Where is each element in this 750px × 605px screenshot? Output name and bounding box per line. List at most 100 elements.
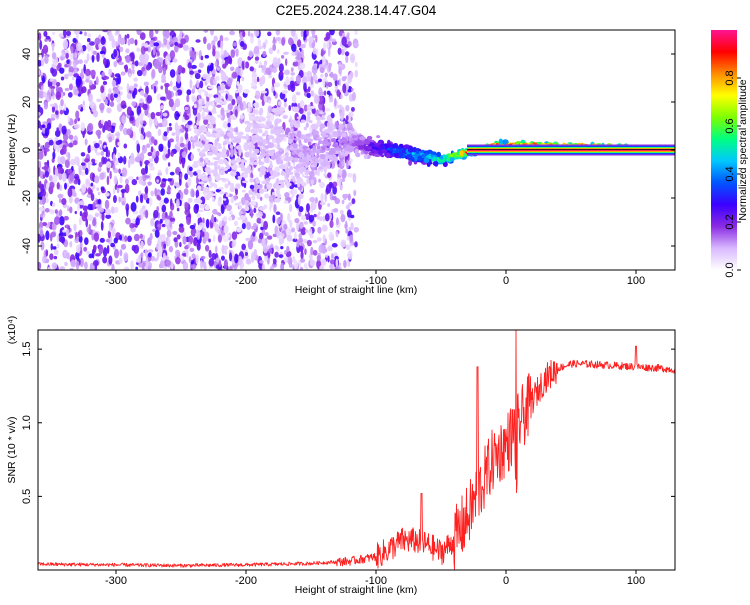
- spectrogram-cell: [313, 213, 317, 218]
- spectrogram-cell: [89, 262, 95, 270]
- spectrogram-cell: [264, 130, 268, 135]
- spectrogram-cell: [118, 196, 121, 203]
- spectrogram-cell: [258, 183, 263, 189]
- spectrogram-cell: [284, 192, 290, 198]
- spectrogram-cell: [145, 209, 149, 219]
- spectrogram-cell: [209, 162, 215, 166]
- spectrogram-cell: [258, 155, 264, 160]
- spectrogram-cell: [324, 192, 327, 203]
- spectrogram-cell: [203, 118, 209, 125]
- spectrogram-cell: [241, 180, 249, 184]
- spectrogram-cell: [190, 153, 194, 162]
- spectrogram-cell: [223, 225, 229, 234]
- spectrogram-cell: [327, 203, 331, 207]
- spectrogram-cell: [169, 35, 173, 45]
- spectrogram-cell: [204, 204, 210, 211]
- spectrogram-cell: [271, 137, 277, 144]
- spectrogram-cell: [230, 49, 236, 58]
- spectrogram-cell: [49, 181, 55, 189]
- spectrogram-cell: [323, 41, 327, 51]
- spectrogram-cell: [328, 95, 334, 103]
- spectrogram-cell: [88, 92, 93, 103]
- spectrogram-cell: [174, 121, 179, 132]
- spectrogram-cell: [76, 236, 79, 242]
- spectrogram-cell: [57, 62, 62, 69]
- spectrogram-cell: [198, 62, 204, 69]
- spectrogram-cell: [102, 30, 109, 33]
- spectrogram-cell: [162, 112, 168, 117]
- colorbar-tick-label: 0.0: [724, 262, 736, 277]
- spectrogram-cell: [224, 37, 229, 41]
- spectrogram-cell: [175, 249, 180, 257]
- spectrogram-cell: [96, 98, 102, 103]
- spectrogram-cell: [207, 115, 215, 121]
- spectrogram-cell: [203, 187, 208, 193]
- spectrogram-cell: [43, 148, 50, 152]
- spectrogram-cell: [64, 261, 68, 267]
- spectrogram-cell: [158, 57, 164, 63]
- spectrogram-cell: [245, 258, 252, 265]
- spectrogram-cell: [284, 58, 288, 66]
- spectrogram-cell: [214, 183, 218, 189]
- spectrogram-cell: [287, 256, 293, 266]
- spectrogram-cell: [251, 152, 257, 158]
- spectrogram-cell: [123, 251, 129, 262]
- spectrogram-cell: [268, 248, 273, 254]
- spectrogram-y-tick-label: 40: [21, 48, 33, 60]
- spectrogram-cell: [40, 241, 45, 251]
- spectrogram-cell: [223, 141, 227, 146]
- spectrogram-cell: [263, 60, 268, 66]
- spectrogram-cell: [329, 263, 334, 270]
- spectrogram-cell: [105, 238, 111, 243]
- spectrogram-cell: [250, 209, 254, 219]
- spectrogram-cell: [106, 244, 110, 255]
- spectrogram-cell: [244, 251, 249, 257]
- spectrogram-cell: [76, 244, 81, 254]
- spectrogram-cell: [234, 187, 238, 196]
- spectrogram-cell: [346, 122, 353, 132]
- spectrogram-cell: [147, 265, 151, 270]
- spectrogram-cell: [213, 35, 218, 42]
- spectrogram-cell: [196, 122, 200, 126]
- spectrogram-cell: [88, 80, 93, 86]
- spectrogram-cell: [288, 105, 292, 112]
- spectrogram-cell: [280, 171, 286, 176]
- spectrogram-cell: [428, 155, 432, 160]
- spectrogram-cell: [126, 83, 130, 93]
- spectrogram-cell: [144, 248, 148, 257]
- spectrogram-cell: [100, 221, 104, 231]
- spectrogram-cell: [328, 231, 334, 242]
- spectrogram-cell: [318, 178, 321, 183]
- spectrogram-cell: [242, 173, 249, 179]
- spectrogram-cell: [153, 42, 160, 47]
- spectrogram-cell: [161, 43, 165, 48]
- spectrogram-cell: [244, 61, 250, 69]
- spectrogram-cell: [99, 102, 105, 111]
- spectrogram-cell: [296, 149, 300, 154]
- spectrogram-cell: [56, 234, 60, 243]
- spectrogram-cell: [263, 96, 268, 103]
- spectrogram-cell: [265, 157, 270, 164]
- spectrogram-cell: [79, 211, 83, 217]
- spectrogram-cell: [279, 164, 286, 170]
- spectrogram-cell: [89, 146, 95, 151]
- spectrogram-cell: [276, 217, 281, 225]
- spectrogram-cell: [60, 236, 66, 244]
- spectrogram-cell: [194, 72, 201, 80]
- spectrogram-cell: [176, 113, 181, 118]
- snr-plot: -300 -200 -100 0 100 0.5 1.0 1.5 Height of str…: [6, 316, 676, 596]
- spectrogram-cell: [272, 258, 277, 265]
- spectrogram-cell: [210, 30, 214, 36]
- spectrogram-cell: [298, 205, 304, 213]
- spectrogram-cell: [327, 81, 333, 87]
- spectrogram-cell: [211, 109, 215, 114]
- spectrogram-cell: [228, 94, 233, 102]
- spectrogram-cell: [238, 204, 243, 210]
- spectrogram-cell: [341, 199, 345, 205]
- spectrogram-cell: [295, 179, 303, 184]
- snr-x-tick-label: 0: [503, 575, 509, 587]
- spectrogram-cell: [274, 245, 279, 250]
- spectrogram-cell: [145, 257, 149, 266]
- spectrogram-cell: [75, 260, 80, 270]
- spectrogram-cell: [160, 257, 165, 262]
